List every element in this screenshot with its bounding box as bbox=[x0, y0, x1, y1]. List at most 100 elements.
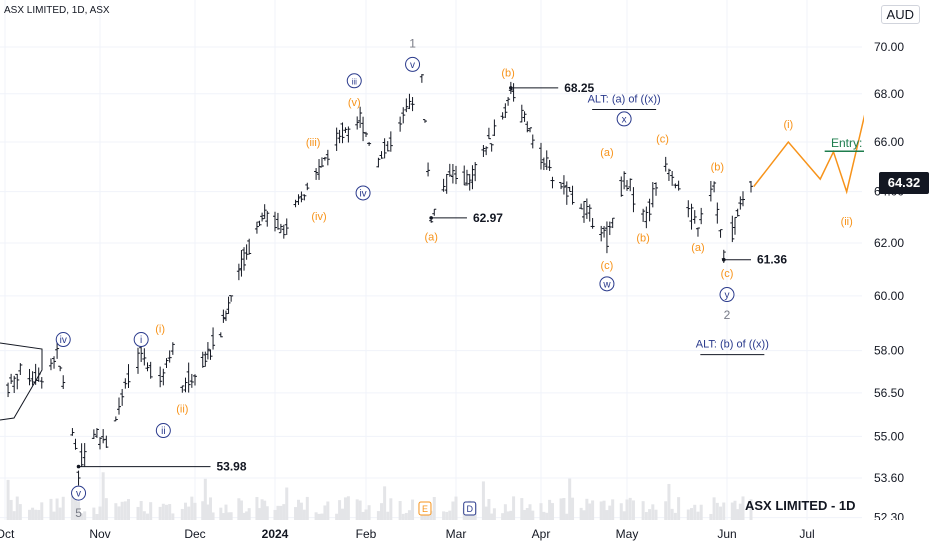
x-tick-1: Nov bbox=[89, 527, 110, 541]
volume-bar bbox=[454, 496, 458, 520]
svg-text:y: y bbox=[725, 290, 730, 301]
ohlc-bar bbox=[260, 212, 265, 222]
volume-bar bbox=[465, 511, 469, 520]
volume-bar bbox=[432, 496, 436, 520]
ohlc-bar bbox=[641, 208, 646, 222]
volume-bar bbox=[146, 513, 149, 520]
ohlc-bar bbox=[170, 342, 175, 355]
ohlc-bar bbox=[61, 375, 66, 389]
x-tick-0: Oct bbox=[0, 527, 15, 541]
svg-text:(a): (a) bbox=[600, 147, 613, 159]
volume-bar bbox=[282, 504, 286, 520]
ohlc-bar bbox=[239, 250, 244, 277]
currency-button[interactable]: AUD bbox=[880, 5, 920, 24]
wave-label-20: 2 bbox=[724, 308, 731, 322]
volume-bar bbox=[73, 499, 77, 520]
ohlc-bar bbox=[388, 131, 393, 152]
ohlc-bar bbox=[441, 178, 446, 192]
ohlc-bar bbox=[473, 162, 478, 182]
wave-label-25: iv bbox=[55, 332, 71, 348]
volume-bar bbox=[6, 479, 10, 520]
ohlc-bar bbox=[654, 182, 659, 196]
y-axis[interactable]: 70.0068.0066.0064.0062.0060.0058.0056.50… bbox=[864, 0, 932, 525]
ohlc-bar bbox=[749, 181, 753, 193]
ohlc-bar bbox=[145, 362, 150, 372]
x-axis[interactable]: Oct Nov Dec 2024 Feb Mar Apr May Jun Jul bbox=[0, 520, 932, 550]
y-tick-0: 70.00 bbox=[874, 40, 904, 54]
ohlc-bar bbox=[733, 216, 737, 235]
wave-label-9: ALT: (a) of ((x)) bbox=[588, 94, 661, 111]
volume-bar bbox=[323, 505, 327, 520]
ohlc-bar bbox=[247, 238, 252, 255]
volume-bar bbox=[320, 513, 324, 520]
volume-bar bbox=[61, 496, 65, 520]
volume-bar bbox=[242, 512, 246, 520]
ohlc-bar bbox=[385, 141, 390, 152]
ohlc-bar bbox=[561, 175, 566, 195]
ohlc-bar bbox=[419, 74, 424, 83]
y-tick-8: 55.00 bbox=[874, 429, 904, 443]
volume-bar bbox=[673, 512, 677, 520]
svg-text:(b): (b) bbox=[501, 68, 514, 80]
volume-bar bbox=[487, 499, 491, 520]
price-label-3: 61.36 bbox=[757, 253, 787, 267]
ohlc-bar bbox=[126, 364, 131, 389]
ohlc-bar bbox=[644, 206, 649, 229]
wave-label-11: (c) bbox=[656, 133, 669, 145]
y-tick-5: 60.00 bbox=[874, 289, 904, 303]
ohlc-bar bbox=[226, 296, 231, 314]
price-dot-2 bbox=[509, 86, 513, 90]
volume-bar bbox=[411, 499, 415, 520]
volume-bar bbox=[492, 508, 496, 520]
ohlc-bar bbox=[650, 182, 655, 208]
wave-label-14: (c) bbox=[601, 260, 614, 272]
ohlc-bar bbox=[564, 181, 569, 205]
ohlc-bar bbox=[567, 186, 572, 193]
volume-bar bbox=[335, 513, 339, 520]
volume-bar bbox=[712, 497, 716, 520]
ohlc-bar bbox=[484, 146, 489, 156]
ohlc-bar bbox=[281, 224, 286, 239]
ohlc-bar bbox=[123, 378, 128, 389]
svg-text:x: x bbox=[622, 114, 627, 125]
ohlc-bar bbox=[590, 218, 595, 229]
volume-bar bbox=[265, 506, 269, 520]
ohlc-bar bbox=[27, 368, 32, 386]
wave-label-23: (ii) bbox=[841, 216, 853, 228]
volume-bar bbox=[58, 507, 62, 520]
ohlc-bar bbox=[519, 104, 524, 123]
wave-label-2: iii bbox=[346, 73, 362, 89]
volume-bar bbox=[120, 501, 124, 520]
ohlc-bar bbox=[584, 198, 589, 219]
svg-text:(c): (c) bbox=[656, 133, 669, 145]
volume-bar bbox=[224, 504, 228, 520]
ohlc-bar bbox=[486, 127, 491, 140]
volume-bar bbox=[545, 512, 549, 520]
wave-label-12: (a) bbox=[600, 147, 613, 159]
ohlc-bar bbox=[539, 142, 543, 170]
wave-label-17: (b) bbox=[711, 162, 724, 174]
ohlc-bar bbox=[404, 98, 409, 113]
ohlc-bar bbox=[167, 350, 172, 363]
ohlc-bar bbox=[322, 156, 327, 161]
ohlc-bar bbox=[273, 211, 277, 232]
ohlc-bar bbox=[699, 207, 704, 225]
volume-bar bbox=[709, 513, 713, 520]
volume-bar bbox=[190, 496, 194, 520]
ohlc-bar bbox=[117, 397, 121, 415]
ohlc-bar bbox=[98, 437, 102, 450]
ohlc-bar bbox=[208, 349, 213, 360]
volume-bar bbox=[139, 501, 143, 520]
x-tick-8: Jun bbox=[717, 527, 736, 541]
volume-bar bbox=[628, 497, 632, 520]
svg-text:(a): (a) bbox=[424, 231, 437, 243]
wave-label-27: 5 bbox=[75, 506, 82, 520]
ohlc-bar bbox=[610, 217, 615, 229]
last-price-tag: 64.32 bbox=[879, 172, 929, 194]
ohlc-bar bbox=[337, 129, 342, 144]
ohlc-bar bbox=[647, 198, 652, 222]
volume-bar bbox=[239, 500, 243, 520]
volume-bar bbox=[101, 472, 105, 520]
